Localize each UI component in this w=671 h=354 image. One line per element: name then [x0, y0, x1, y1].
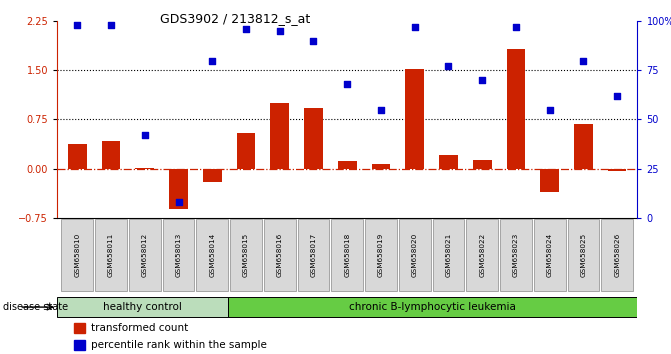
Point — [274, 28, 285, 34]
Bar — [304, 108, 323, 169]
Text: GSM658011: GSM658011 — [108, 233, 114, 277]
Point — [308, 38, 319, 44]
Point — [207, 58, 217, 63]
FancyBboxPatch shape — [129, 219, 160, 291]
FancyBboxPatch shape — [197, 219, 228, 291]
Point — [342, 81, 353, 87]
Bar — [68, 144, 87, 169]
Bar — [440, 155, 458, 169]
Text: GSM658015: GSM658015 — [243, 233, 249, 277]
Text: GSM658016: GSM658016 — [276, 233, 282, 277]
Bar — [608, 169, 627, 171]
Text: GSM658026: GSM658026 — [614, 233, 620, 277]
FancyBboxPatch shape — [399, 219, 431, 291]
FancyBboxPatch shape — [62, 219, 93, 291]
Text: GSM658022: GSM658022 — [479, 233, 485, 277]
FancyBboxPatch shape — [500, 219, 532, 291]
FancyBboxPatch shape — [466, 219, 498, 291]
Text: GSM658012: GSM658012 — [142, 233, 148, 277]
Bar — [405, 69, 424, 169]
Point — [241, 26, 252, 32]
Bar — [574, 124, 592, 169]
Text: GSM658020: GSM658020 — [412, 233, 418, 277]
Text: healthy control: healthy control — [103, 302, 182, 312]
Text: chronic B-lymphocytic leukemia: chronic B-lymphocytic leukemia — [349, 302, 516, 312]
FancyBboxPatch shape — [534, 219, 566, 291]
Bar — [136, 168, 154, 169]
Bar — [237, 132, 255, 169]
FancyBboxPatch shape — [433, 219, 464, 291]
Point — [105, 22, 116, 28]
Point — [140, 132, 150, 138]
Text: GSM658019: GSM658019 — [378, 233, 384, 277]
Point — [511, 24, 521, 30]
Point — [443, 64, 454, 69]
Text: GSM658018: GSM658018 — [344, 233, 350, 277]
Text: GSM658023: GSM658023 — [513, 233, 519, 277]
FancyBboxPatch shape — [601, 219, 633, 291]
Point — [72, 22, 83, 28]
FancyBboxPatch shape — [365, 219, 397, 291]
Point — [409, 24, 420, 30]
Point — [376, 107, 386, 113]
Text: GSM658024: GSM658024 — [547, 233, 553, 277]
FancyBboxPatch shape — [264, 219, 296, 291]
Bar — [540, 169, 559, 192]
Bar — [338, 161, 356, 169]
Bar — [473, 160, 491, 169]
Bar — [203, 169, 221, 182]
Point — [173, 199, 184, 205]
Point — [578, 58, 589, 63]
FancyBboxPatch shape — [95, 219, 127, 291]
FancyBboxPatch shape — [230, 219, 262, 291]
Text: GSM658021: GSM658021 — [446, 233, 452, 277]
Point — [544, 107, 555, 113]
Bar — [74, 323, 85, 333]
Bar — [102, 141, 120, 169]
Text: GSM658025: GSM658025 — [580, 233, 586, 277]
Text: GSM658017: GSM658017 — [311, 233, 317, 277]
Text: GDS3902 / 213812_s_at: GDS3902 / 213812_s_at — [160, 12, 310, 25]
Bar — [507, 50, 525, 169]
FancyBboxPatch shape — [162, 219, 195, 291]
FancyBboxPatch shape — [331, 219, 363, 291]
Point — [477, 77, 488, 83]
Bar — [372, 164, 391, 169]
Text: transformed count: transformed count — [91, 323, 188, 333]
Bar — [74, 340, 85, 350]
Text: GSM658014: GSM658014 — [209, 233, 215, 277]
Bar — [270, 103, 289, 169]
Text: GSM658010: GSM658010 — [74, 233, 81, 277]
FancyBboxPatch shape — [227, 297, 637, 318]
Text: GSM658013: GSM658013 — [176, 233, 182, 277]
FancyBboxPatch shape — [568, 219, 599, 291]
FancyBboxPatch shape — [298, 219, 329, 291]
Bar — [169, 169, 188, 209]
Text: percentile rank within the sample: percentile rank within the sample — [91, 340, 266, 350]
FancyBboxPatch shape — [57, 297, 227, 318]
Point — [612, 93, 623, 99]
Text: disease state: disease state — [3, 302, 68, 312]
